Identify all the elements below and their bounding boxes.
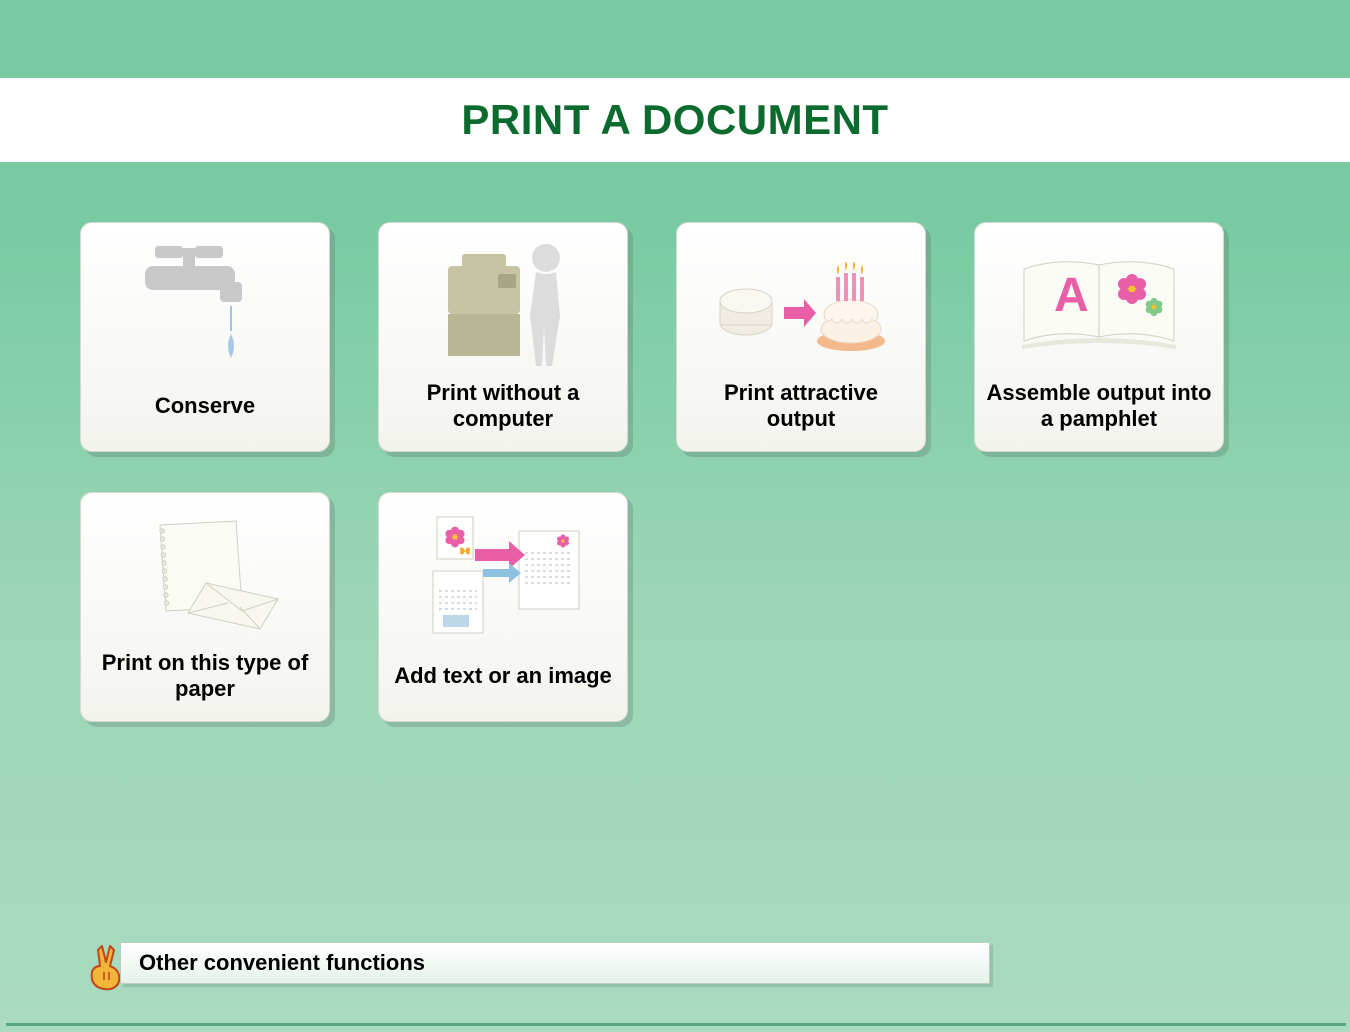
other-functions-button[interactable]: Other convenient functions — [120, 942, 990, 984]
faucet-icon — [91, 233, 319, 379]
card-print-paper-type[interactable]: Print on this type of paper — [80, 492, 330, 722]
add-text-image-icon — [389, 503, 617, 649]
printer-person-icon — [389, 233, 617, 379]
pamphlet-icon: A — [985, 233, 1213, 379]
card-label: Print on this type of paper — [91, 649, 319, 703]
card-label: Print without a computer — [389, 379, 617, 433]
card-label: Assemble output into a pamphlet — [985, 379, 1213, 433]
card-assemble-pamphlet[interactable]: A Assemble output into a pamphlet — [974, 222, 1224, 452]
card-print-without-computer[interactable]: Print without a computer — [378, 222, 628, 452]
card-grid: Conserve Print without a computer — [0, 162, 1350, 722]
bottom-divider — [6, 1023, 1346, 1026]
page-title: PRINT A DOCUMENT — [0, 96, 1350, 144]
card-label: Print attractive output — [687, 379, 915, 433]
cake-icon — [687, 233, 915, 379]
card-label: Add text or an image — [394, 649, 612, 703]
paper-envelope-icon — [91, 503, 319, 649]
card-print-attractive[interactable]: Print attractive output — [676, 222, 926, 452]
card-conserve[interactable]: Conserve — [80, 222, 330, 452]
card-label: Conserve — [155, 379, 255, 433]
svg-text:A: A — [1054, 269, 1089, 322]
card-add-text-image[interactable]: Add text or an image — [378, 492, 628, 722]
header-band: PRINT A DOCUMENT — [0, 78, 1350, 162]
